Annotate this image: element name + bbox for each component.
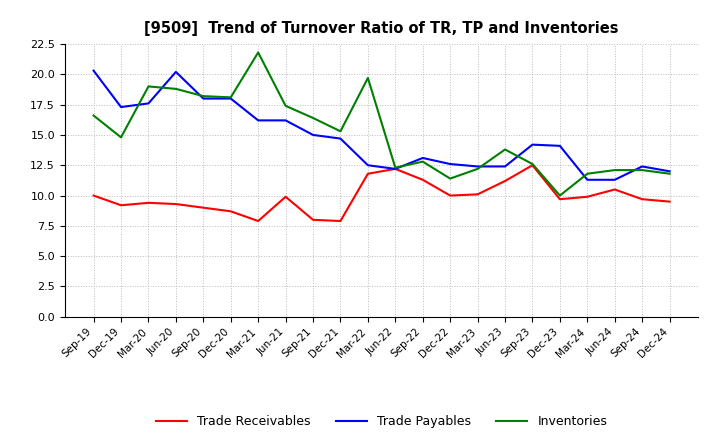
Trade Receivables (391, 166, 400, 172)
Inventories (89, 113, 98, 118)
Trade Payables (391, 166, 400, 172)
Inventories (473, 166, 482, 172)
Inventories (665, 171, 674, 176)
Trade Payables (89, 68, 98, 73)
Trade Receivables (336, 218, 345, 224)
Trade Payables (282, 118, 290, 123)
Inventories (418, 159, 427, 164)
Inventories (446, 176, 454, 181)
Trade Payables (665, 169, 674, 174)
Trade Receivables (282, 194, 290, 199)
Trade Payables (254, 118, 263, 123)
Inventories (638, 168, 647, 173)
Inventories (364, 75, 372, 81)
Inventories (254, 50, 263, 55)
Trade Payables (309, 132, 318, 138)
Trade Receivables (254, 218, 263, 224)
Trade Payables (638, 164, 647, 169)
Trade Receivables (446, 193, 454, 198)
Inventories (583, 171, 592, 176)
Inventories (611, 168, 619, 173)
Inventories (144, 84, 153, 89)
Line: Trade Payables: Trade Payables (94, 71, 670, 180)
Trade Receivables (226, 209, 235, 214)
Line: Trade Receivables: Trade Receivables (94, 165, 670, 221)
Trade Payables (556, 143, 564, 148)
Trade Payables (171, 69, 180, 74)
Trade Receivables (117, 202, 125, 208)
Trade Receivables (528, 163, 537, 168)
Inventories (500, 147, 509, 152)
Trade Receivables (144, 200, 153, 205)
Trade Payables (583, 177, 592, 183)
Inventories (199, 93, 207, 99)
Trade Payables (226, 96, 235, 101)
Inventories (556, 193, 564, 198)
Inventories (391, 165, 400, 170)
Inventories (309, 115, 318, 121)
Inventories (117, 135, 125, 140)
Trade Payables (117, 104, 125, 110)
Trade Receivables (611, 187, 619, 192)
Trade Payables (199, 96, 207, 101)
Trade Payables (473, 164, 482, 169)
Inventories (528, 161, 537, 167)
Trade Payables (418, 155, 427, 161)
Inventories (336, 128, 345, 134)
Trade Payables (364, 163, 372, 168)
Trade Receivables (500, 178, 509, 183)
Trade Receivables (583, 194, 592, 199)
Trade Receivables (89, 193, 98, 198)
Trade Payables (528, 142, 537, 147)
Legend: Trade Receivables, Trade Payables, Inventories: Trade Receivables, Trade Payables, Inven… (151, 411, 612, 433)
Inventories (171, 86, 180, 92)
Line: Inventories: Inventories (94, 52, 670, 195)
Trade Receivables (171, 202, 180, 207)
Trade Payables (500, 164, 509, 169)
Trade Receivables (473, 192, 482, 197)
Trade Payables (446, 161, 454, 167)
Trade Receivables (418, 177, 427, 183)
Title: [9509]  Trend of Turnover Ratio of TR, TP and Inventories: [9509] Trend of Turnover Ratio of TR, TP… (144, 21, 619, 36)
Trade Receivables (199, 205, 207, 210)
Trade Payables (336, 136, 345, 141)
Inventories (226, 95, 235, 100)
Trade Receivables (638, 197, 647, 202)
Trade Receivables (364, 171, 372, 176)
Trade Receivables (556, 197, 564, 202)
Trade Receivables (309, 217, 318, 223)
Trade Receivables (665, 199, 674, 204)
Trade Payables (611, 177, 619, 183)
Trade Payables (144, 101, 153, 106)
Inventories (282, 103, 290, 109)
